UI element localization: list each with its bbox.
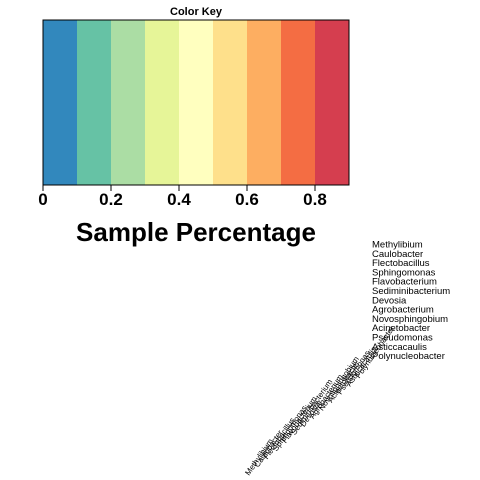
- color-key-band: [213, 20, 247, 185]
- color-key-tick-label: 0: [38, 190, 47, 209]
- color-key-band: [77, 20, 111, 185]
- color-key-band: [111, 20, 145, 185]
- heatmap-row-label: Methylibium: [372, 240, 423, 251]
- color-key: Color Key 0 0.2 0.4 0.6 0.8 Sample Percentag…: [38, 6, 350, 247]
- color-key-band: [43, 20, 77, 185]
- color-key-bands: [43, 20, 349, 185]
- heatmap-row-label: Asticcacaulis: [372, 342, 427, 353]
- color-key-band: [179, 20, 213, 185]
- color-key-tick-label: 0.2: [99, 190, 123, 209]
- color-key-ticks: 0 0.2 0.4 0.6 0.8: [38, 185, 327, 209]
- heatmap-row-label: Sediminibacterium: [372, 286, 450, 297]
- color-key-title: Color Key: [170, 6, 223, 18]
- heatmap-row-label: Agrobacterium: [372, 305, 434, 316]
- color-key-band: [247, 20, 281, 185]
- color-key-tick-label: 0.8: [303, 190, 327, 209]
- heatmap-row-label: Devosia: [372, 295, 407, 306]
- heatmap-row-label: Pseudomonas: [372, 333, 433, 344]
- heatmap-row-labels: MethylibiumCaulobacterFlectobacillusSphi…: [372, 240, 450, 363]
- heatmap-row-label: Sphingomonas: [372, 267, 436, 278]
- color-key-tick-label: 0.4: [167, 190, 191, 209]
- color-key-tick-label: 0.6: [235, 190, 259, 209]
- heatmap-column-labels: MethylibiumCaulobacterFlectobacillusSphi…: [243, 324, 396, 477]
- heatmap-row-label: Caulobacter: [372, 249, 423, 260]
- color-key-band: [315, 20, 349, 185]
- heatmap-row-label: Acinetobacter: [372, 323, 430, 334]
- color-key-band: [145, 20, 179, 185]
- heatmap-row-label: Flectobacillus: [372, 258, 430, 269]
- heatmap-row-label: Flavobacterium: [372, 277, 437, 288]
- heatmap-row-label: Polynucleobacter: [372, 351, 445, 362]
- heatmap-row-label: Novosphingobium: [372, 314, 448, 325]
- color-key-band: [281, 20, 315, 185]
- color-key-axis-title: Sample Percentage: [76, 217, 316, 247]
